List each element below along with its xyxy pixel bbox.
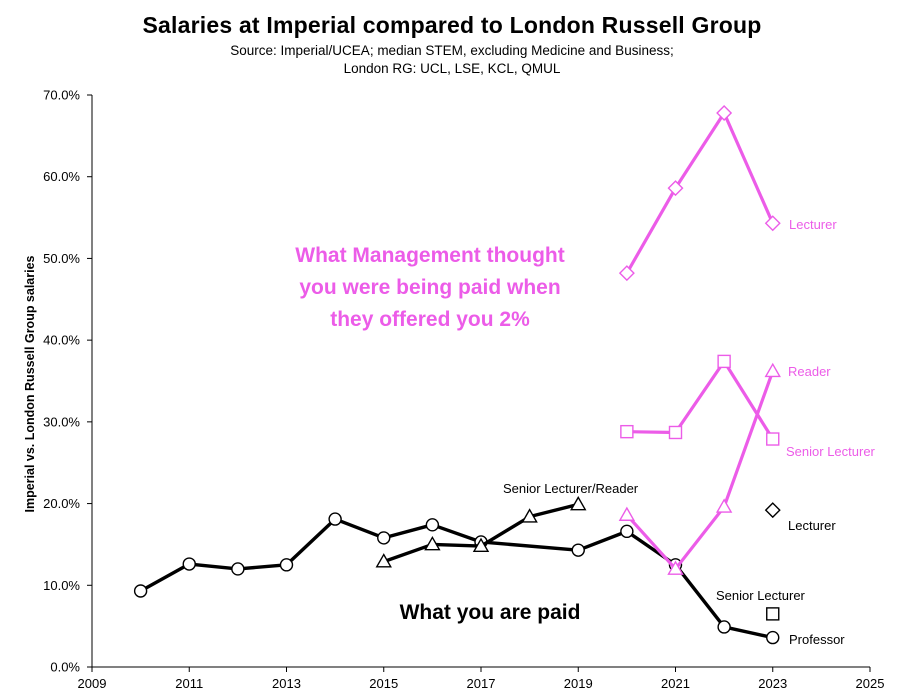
series-actual-senior-lecturer-reader (375, 495, 587, 568)
marker-circle (182, 557, 196, 571)
series-layer (133, 104, 781, 645)
series-line (382, 502, 580, 564)
series-labels: Lecturer Reader Senior Lecturer Senior L… (503, 217, 876, 647)
annotation-what-you-are-paid: What you are paid (400, 601, 581, 624)
marker-circle (133, 584, 148, 598)
y-tick-label: 50.0% (43, 251, 80, 266)
annotations: What Management thought you were being p… (295, 244, 580, 624)
marker-square (766, 432, 780, 446)
y-tick-label: 60.0% (43, 169, 80, 184)
marker-triangle (375, 553, 392, 568)
marker-triangle (667, 560, 684, 575)
marker-circle (425, 518, 440, 532)
series-management-senior-lecturer (620, 354, 780, 446)
y-tick-label: 30.0% (43, 414, 80, 429)
marker-diamond (716, 104, 733, 121)
series-actual-lecturer (764, 502, 781, 519)
marker-triangle (570, 495, 587, 511)
marker-diamond (618, 265, 635, 282)
marker-triangle (618, 506, 636, 521)
series-actual-professor (133, 512, 780, 645)
x-tick-label: 2015 (369, 676, 398, 691)
marker-circle (231, 562, 245, 576)
x-tick-label: 2017 (467, 676, 496, 691)
label-senior-lecturer-actual: Senior Lecturer (716, 588, 806, 603)
marker-triangle (424, 536, 441, 551)
marker-circle (766, 630, 780, 645)
marker-diamond (764, 215, 781, 232)
y-axis-label: Imperial vs. London Russell Group salari… (23, 255, 37, 512)
x-tick-label: 2009 (78, 676, 107, 691)
label-reader-management: Reader (788, 364, 831, 379)
series-line (625, 111, 775, 275)
marker-square (717, 354, 731, 369)
series-line (625, 369, 775, 571)
marker-triangle (715, 498, 733, 513)
y-tick-label: 10.0% (43, 578, 80, 593)
label-senior-lecturer-reader: Senior Lecturer/Reader (503, 481, 639, 496)
y-tick-label: 70.0% (43, 88, 80, 103)
marker-diamond (667, 180, 684, 197)
chart-title: Salaries at Imperial compared to London … (142, 12, 762, 38)
marker-circle (377, 531, 391, 545)
subtitle-line-1: Source: Imperial/UCEA; median STEM, excl… (230, 43, 674, 58)
axes: 0.0% 10.0% 20.0% 30.0% 40.0% 50.0% 60.0% 70.0% 2… (43, 88, 884, 692)
marker-circle (571, 543, 585, 557)
marker-diamond (764, 502, 781, 519)
marker-triangle (764, 362, 781, 378)
marker-triangle (472, 537, 490, 553)
marker-circle (328, 512, 342, 526)
marker-circle (717, 620, 731, 634)
marker-square (766, 607, 780, 621)
label-senior-lecturer-management: Senior Lecturer (786, 444, 876, 459)
series-line (625, 359, 775, 441)
annotation-management-line3: they offered you 2% (330, 308, 530, 331)
marker-circle (620, 524, 634, 539)
y-tick-label: 20.0% (43, 496, 80, 511)
x-tick-label: 2019 (564, 676, 593, 691)
x-tick-label: 2011 (175, 676, 203, 691)
marker-square (668, 425, 683, 440)
series-management-reader (618, 362, 781, 575)
annotation-management-line1: What Management thought (295, 244, 564, 267)
x-tick-label: 2025 (856, 676, 885, 691)
x-tick-label: 2023 (758, 676, 787, 691)
y-tick-label: 40.0% (43, 333, 80, 348)
marker-square (620, 424, 634, 439)
y-tick-label: 0.0% (50, 660, 80, 675)
x-tick-label: 2021 (661, 676, 690, 691)
series-actual-senior-lecturer (766, 607, 780, 621)
label-lecturer-management: Lecturer (789, 217, 837, 232)
subtitle-line-2: London RG: UCL, LSE, KCL, QMUL (343, 61, 561, 76)
marker-circle (279, 558, 294, 572)
x-tick-label: 2013 (272, 676, 301, 691)
marker-triangle (521, 508, 538, 523)
label-lecturer-actual: Lecturer (788, 518, 836, 533)
label-professor: Professor (789, 632, 845, 647)
chart-subtitle: Source: Imperial/UCEA; median STEM, excl… (0, 42, 904, 78)
series-management-lecturer (618, 104, 781, 282)
annotation-management-line2: you were being paid when (299, 276, 560, 299)
